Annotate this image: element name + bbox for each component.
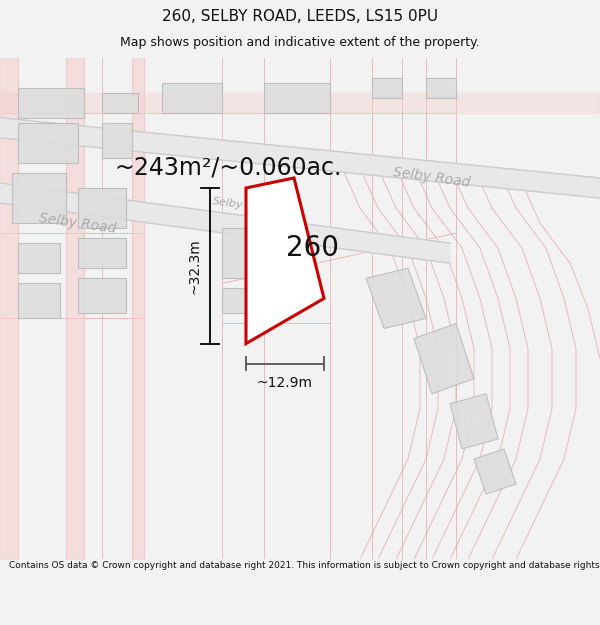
Text: ~32.3m: ~32.3m — [187, 238, 201, 294]
Polygon shape — [222, 288, 276, 314]
Text: ~12.9m: ~12.9m — [257, 376, 313, 390]
Polygon shape — [78, 238, 126, 268]
Polygon shape — [222, 228, 288, 278]
Polygon shape — [0, 118, 600, 198]
Polygon shape — [78, 278, 126, 314]
Polygon shape — [450, 394, 498, 449]
Text: Selby Road: Selby Road — [392, 166, 472, 190]
Polygon shape — [102, 122, 132, 158]
Text: 260, SELBY ROAD, LEEDS, LS15 0PU: 260, SELBY ROAD, LEEDS, LS15 0PU — [162, 9, 438, 24]
Polygon shape — [18, 88, 84, 118]
Polygon shape — [18, 122, 78, 163]
Polygon shape — [12, 173, 66, 223]
Text: Selby: Selby — [212, 196, 244, 210]
Polygon shape — [246, 178, 324, 344]
Text: Selby Road: Selby Road — [38, 211, 118, 236]
Text: ~243m²/~0.060ac.: ~243m²/~0.060ac. — [115, 156, 341, 180]
Polygon shape — [162, 82, 222, 112]
Polygon shape — [426, 78, 456, 98]
Polygon shape — [474, 449, 516, 494]
Text: Map shows position and indicative extent of the property.: Map shows position and indicative extent… — [120, 36, 480, 49]
Text: Contains OS data © Crown copyright and database right 2021. This information is : Contains OS data © Crown copyright and d… — [9, 561, 600, 570]
Polygon shape — [102, 92, 138, 112]
Polygon shape — [372, 78, 402, 98]
Polygon shape — [414, 324, 474, 394]
Polygon shape — [78, 188, 126, 228]
Polygon shape — [264, 82, 330, 112]
Polygon shape — [18, 283, 60, 319]
Polygon shape — [366, 268, 426, 329]
Text: 260: 260 — [286, 234, 338, 262]
Polygon shape — [0, 183, 450, 263]
Polygon shape — [18, 243, 60, 273]
